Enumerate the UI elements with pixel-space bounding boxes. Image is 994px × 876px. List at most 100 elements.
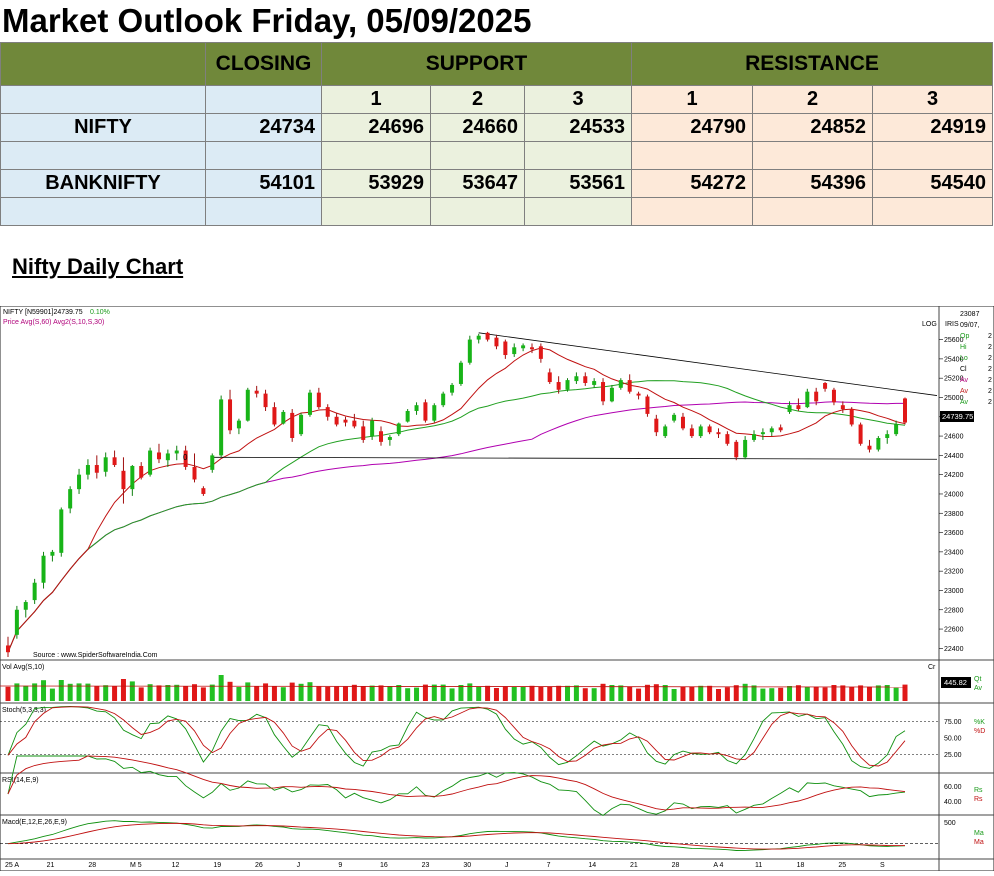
candle-body	[165, 453, 170, 461]
volume-bar	[840, 685, 846, 701]
candle-body	[645, 396, 650, 414]
candle-body	[840, 405, 845, 410]
candle-body	[529, 347, 534, 350]
volume-bar	[147, 684, 153, 701]
iris-label: IRIS	[945, 321, 959, 328]
candle-body	[41, 555, 46, 583]
candle-body	[245, 389, 250, 421]
volume-bar	[556, 685, 562, 701]
volume-bar	[769, 688, 775, 701]
volume-bar	[94, 686, 100, 701]
candle-body	[307, 392, 312, 415]
candle-body	[556, 382, 561, 390]
volume-bar	[263, 683, 269, 701]
volume-bar	[120, 679, 126, 701]
candle-body	[849, 409, 854, 425]
y-tick-label: 24400	[944, 453, 964, 460]
volume-bar	[884, 685, 890, 701]
volume-bar	[493, 688, 499, 701]
candle-body	[379, 431, 384, 442]
volume-bar	[236, 687, 242, 701]
x-tick-label: S	[880, 862, 885, 869]
info-value: 2	[988, 377, 992, 384]
volume-bar	[751, 685, 757, 701]
volume-bar	[858, 685, 864, 701]
volume-bar	[414, 687, 420, 701]
blank-cell	[0, 141, 206, 170]
volume-bar	[822, 687, 828, 701]
volume-bar	[573, 685, 579, 701]
indicator-legend: Price Avg(S,60) Avg2(S,10,S,30)	[3, 319, 104, 326]
candle-body	[299, 414, 304, 435]
volume-bar	[183, 686, 189, 701]
volume-bar	[547, 687, 553, 701]
candle-body	[343, 419, 348, 423]
y-tick-label: 22600	[944, 627, 964, 634]
volume-bar	[165, 685, 171, 701]
x-tick-label: 18	[797, 862, 805, 869]
volume-bar	[671, 689, 677, 701]
candle-body	[77, 474, 82, 490]
spacer-row	[0, 197, 994, 226]
y-tick-label: 22800	[944, 607, 964, 614]
resistance-2-label: 2	[752, 85, 873, 114]
candle-body	[583, 376, 588, 383]
support-3-label: 3	[524, 85, 632, 114]
volume-bar	[866, 686, 872, 701]
support-trendline	[212, 456, 938, 460]
blank-cell	[0, 85, 206, 114]
volume-bar	[431, 684, 437, 701]
volume-label: Vol Avg(S,10)	[2, 664, 44, 671]
volume-bar	[227, 681, 233, 701]
info-value: 2	[988, 366, 992, 373]
zero-label: 0	[183, 453, 188, 462]
candle-body	[823, 383, 828, 389]
y-tick-label: 24000	[944, 491, 964, 498]
blank-cell	[524, 197, 632, 226]
volume-bar	[689, 686, 695, 701]
row-name: BANKNIFTY	[0, 169, 206, 198]
candle-body	[894, 424, 899, 435]
candle-body	[6, 645, 10, 653]
volume-bar	[538, 687, 544, 701]
support-2-label: 2	[430, 85, 525, 114]
volume-bar	[609, 685, 615, 701]
support-2-value: 53647	[430, 169, 525, 198]
blank-cell	[752, 197, 873, 226]
candle-body	[538, 346, 543, 359]
rsi-tick: 60.00	[944, 784, 962, 791]
candle-body	[370, 420, 375, 437]
blank-cell	[631, 197, 753, 226]
source-label: Source : www.SpiderSoftwareIndia.Com	[33, 652, 158, 659]
change-label: 0.10%	[90, 309, 110, 316]
candle-body	[636, 393, 641, 396]
macd-line	[7, 820, 906, 851]
x-tick-label: 14	[588, 862, 596, 869]
candle-body	[521, 345, 526, 349]
macd-label: Macd(E,12,E,26,E,9)	[2, 819, 67, 826]
volume-bar	[849, 687, 855, 701]
candle-body	[672, 414, 677, 421]
symbol-label: NIFTY [N59901]24739.75	[3, 309, 83, 316]
candle-body	[192, 466, 197, 480]
info-label: 23087	[960, 311, 980, 318]
volume-bar	[138, 687, 144, 701]
header-blank	[0, 42, 206, 86]
x-tick-label: 23	[422, 862, 430, 869]
candle-body	[654, 418, 659, 433]
resistance-1-value: 24790	[631, 113, 753, 142]
candle-body	[174, 450, 179, 454]
volume-bar	[662, 685, 668, 701]
candle-body	[32, 582, 37, 601]
candle-body	[760, 432, 765, 435]
stoch-legend: %D	[974, 728, 985, 735]
resistance-3-value: 24919	[871, 113, 994, 142]
x-tick-label: 30	[463, 862, 471, 869]
candle-body	[423, 402, 428, 421]
candle-body	[148, 450, 153, 475]
candle-body	[574, 376, 579, 382]
volume-bar	[787, 686, 793, 701]
candle-body	[290, 412, 295, 438]
candle-body	[734, 441, 739, 458]
x-tick-label: 16	[380, 862, 388, 869]
